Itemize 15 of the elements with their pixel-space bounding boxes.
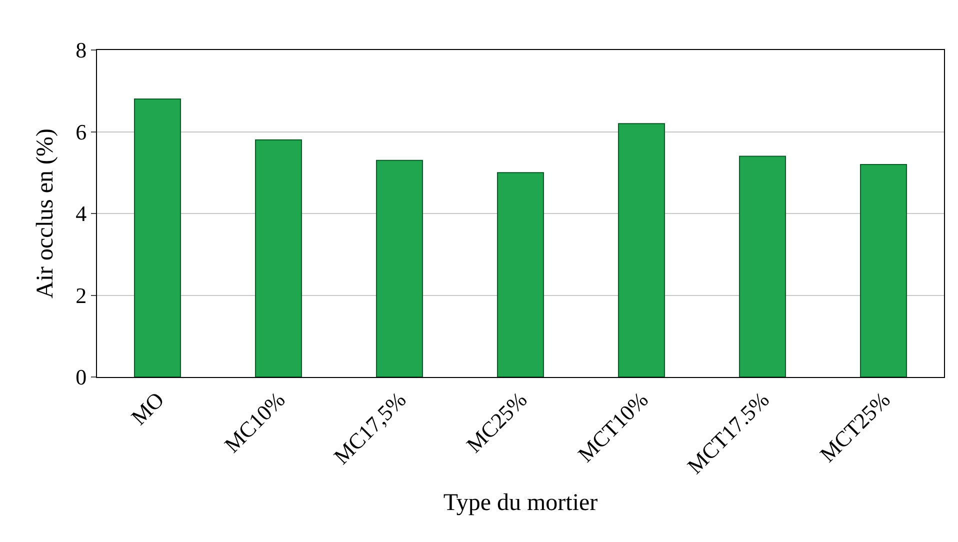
y-tick-label: 8 bbox=[76, 38, 87, 63]
y-tick-label: 6 bbox=[76, 119, 87, 144]
bar bbox=[618, 123, 665, 377]
y-axis-title: Air occlus en (%) bbox=[32, 128, 59, 298]
bar bbox=[739, 156, 786, 377]
bar bbox=[134, 98, 181, 377]
y-tick-label: 4 bbox=[76, 201, 87, 226]
bar bbox=[376, 160, 423, 377]
x-axis-title: Type du mortier bbox=[443, 490, 598, 516]
bar bbox=[255, 139, 302, 377]
x-tick-label: MO bbox=[126, 387, 169, 430]
bar bbox=[497, 172, 544, 377]
y-tick-label: 2 bbox=[76, 282, 87, 308]
bar bbox=[860, 164, 907, 377]
y-tick-label: 0 bbox=[76, 364, 87, 390]
